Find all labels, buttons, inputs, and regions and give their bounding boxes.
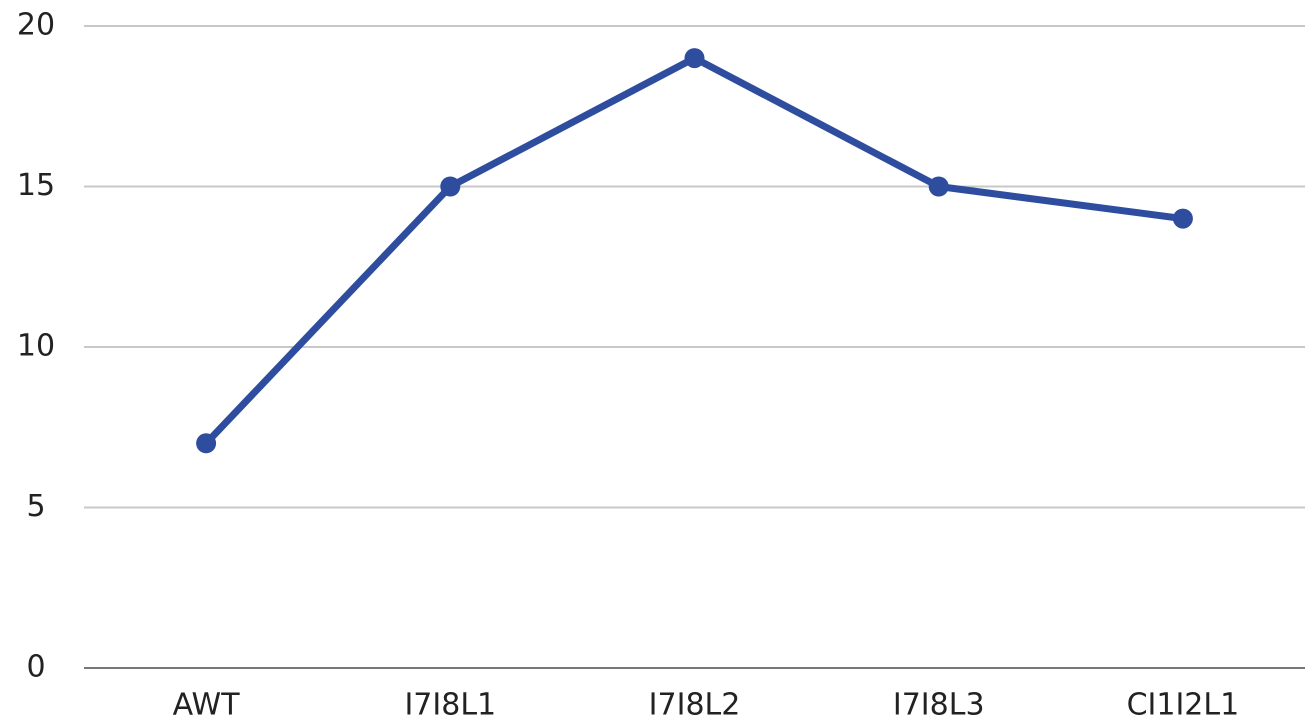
y-tick-label: 0 bbox=[26, 650, 45, 685]
point bbox=[684, 48, 705, 69]
x-tick-label: I7I8L2 bbox=[649, 688, 741, 723]
point bbox=[928, 176, 949, 197]
point bbox=[196, 433, 217, 454]
series-line bbox=[203, 54, 1184, 446]
x-tick-label: I7I8L3 bbox=[893, 688, 985, 723]
point bbox=[440, 176, 461, 197]
x-tick-label: AWT bbox=[173, 688, 241, 723]
y-tick-label: 5 bbox=[26, 489, 45, 524]
y-tick-label: 10 bbox=[17, 329, 55, 364]
y-tick-label: 15 bbox=[17, 168, 55, 203]
y-tick-label: 20 bbox=[17, 8, 55, 43]
point bbox=[1172, 208, 1193, 229]
x-tick-label: CI1I2L1 bbox=[1127, 688, 1240, 723]
x-tick-label: I7I8L1 bbox=[404, 688, 496, 723]
